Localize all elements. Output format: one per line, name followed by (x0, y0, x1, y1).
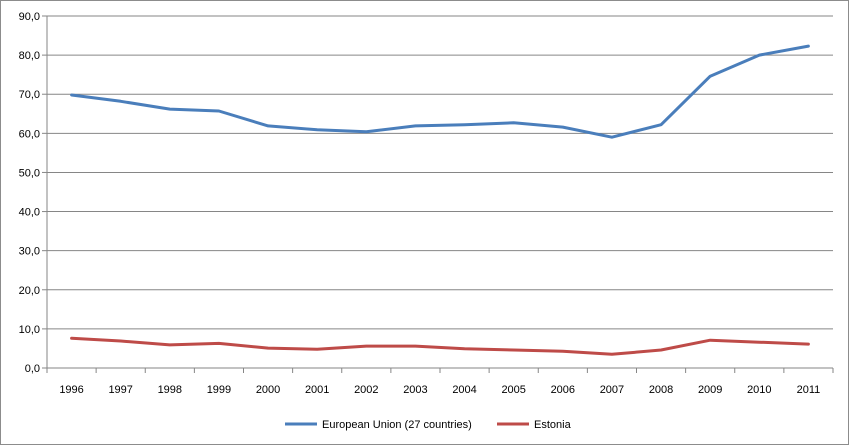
legend: European Union (27 countries) Estonia (285, 419, 572, 431)
x-tick-label: 2002 (354, 384, 378, 396)
y-tick-label: 40,0 (19, 207, 40, 219)
x-tick-label: 2007 (600, 384, 624, 396)
y-tick-label: 80,0 (19, 50, 40, 62)
y-tick-label: 30,0 (19, 246, 40, 258)
legend-label-1: Estonia (534, 419, 572, 431)
y-tick-label: 70,0 (19, 89, 40, 101)
x-tick-label: 2010 (747, 384, 771, 396)
x-tick-label: 1998 (158, 384, 182, 396)
y-tick-label: 20,0 (19, 285, 40, 297)
x-tick-label: 2011 (797, 384, 821, 396)
series-line-1 (70, 336, 810, 356)
gridlines (47, 15, 833, 330)
x-tick-label: 1997 (108, 384, 132, 396)
legend-label-0: European Union (27 countries) (322, 419, 472, 431)
x-tick-label: 2001 (305, 384, 329, 396)
y-tick-label: 60,0 (19, 128, 40, 140)
x-tick-label: 2003 (403, 384, 427, 396)
x-tick-label: 2008 (649, 384, 673, 396)
series-line-0 (70, 44, 810, 139)
x-tick-label: 2004 (452, 384, 476, 396)
x-tick-label: 2000 (256, 384, 280, 396)
x-tick-label: 1999 (207, 384, 231, 396)
y-tick-label: 0,0 (25, 363, 40, 375)
y-tick-label: 10,0 (19, 324, 40, 336)
y-tick-label: 90,0 (19, 11, 40, 23)
series-lines (70, 44, 810, 356)
y-tick-labels: 0,0 10,0 20,0 30,0 40,0 50,0 60,0 70,0 80,0 90,0 (19, 11, 40, 375)
axes (42, 15, 834, 373)
x-tick-labels: 1996 1997 1998 1999 2000 2001 2002 2003 2004 2005… (59, 384, 820, 396)
x-tick-label: 2009 (698, 384, 722, 396)
x-tick-label: 1996 (59, 384, 83, 396)
x-tick-label: 2006 (551, 384, 575, 396)
y-tick-label: 50,0 (19, 167, 40, 179)
x-tick-label: 2005 (501, 384, 525, 396)
